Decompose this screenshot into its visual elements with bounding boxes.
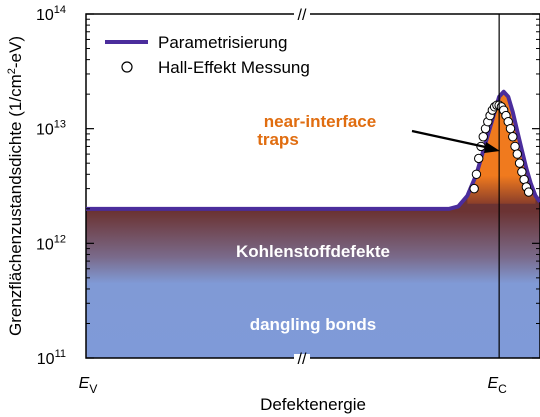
plot-frame	[85, 13, 540, 359]
y-tick-label: 1011	[37, 348, 66, 368]
hall-measurement-point	[474, 153, 484, 164]
defect-band-area	[86, 91, 540, 358]
y-tick-label: 1014	[36, 4, 66, 24]
x-tick-label: EV	[79, 375, 98, 396]
x-tick-label: EC	[487, 375, 507, 396]
hall-measurement-point	[514, 158, 525, 168]
annotation-arrow-line	[411, 129, 491, 150]
region-label-traps: traps	[257, 130, 299, 149]
hall-measurement-point	[469, 183, 479, 194]
legend-label-hall: Hall-Effekt Messung	[158, 58, 310, 77]
axis-break-gap	[294, 10, 310, 18]
hall-measurement-point	[523, 187, 534, 197]
hall-measurement-point	[508, 132, 518, 142]
legend-label-parametrisierung: Parametrisierung	[158, 33, 287, 52]
region-label-kohlenstoff: Kohlenstoffdefekte	[236, 242, 390, 261]
annotation-arrow-head	[484, 142, 500, 153]
region-label-dangling: dangling bonds	[250, 315, 377, 334]
axis-break-label: //	[298, 351, 307, 368]
hall-measurement-point	[478, 132, 488, 142]
legend-marker-swatch	[121, 61, 133, 73]
hall-measurement-point	[512, 149, 522, 159]
hall-measurement-point	[517, 167, 527, 177]
region-label-near-interface: near-interface	[264, 112, 376, 131]
y-tick-label: 1012	[36, 233, 66, 253]
y-tick-label: 1013	[36, 119, 66, 139]
axis-break-gap	[294, 354, 310, 362]
axis-break-label: //	[298, 7, 307, 24]
hall-measurement-point	[510, 141, 520, 152]
x-axis-label: Defektenergie	[260, 395, 366, 414]
hall-measurement-point	[505, 123, 516, 134]
hall-measurement-point	[471, 169, 482, 179]
y-axis-label: Grenzflächenzustandsdichte (1/cm2-eV)	[6, 36, 25, 336]
near-interface-traps-area	[467, 91, 536, 204]
